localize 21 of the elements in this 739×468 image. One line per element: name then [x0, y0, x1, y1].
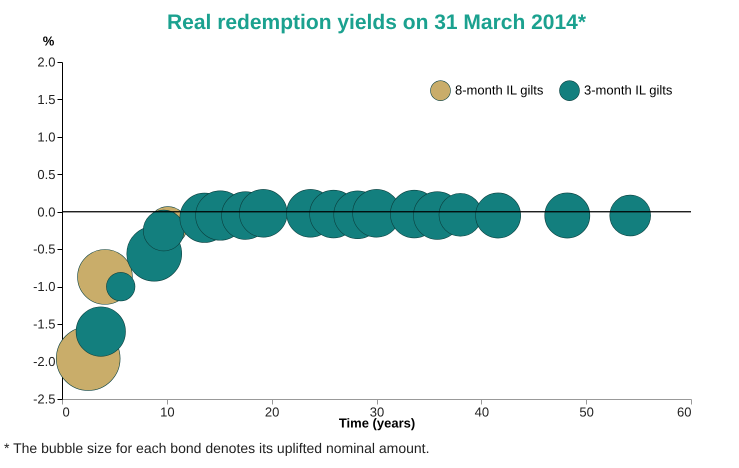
- y-tick-label: 1.0: [37, 129, 56, 144]
- chart-title: Real redemption yields on 31 March 2014*: [167, 11, 587, 34]
- x-tick-label: 0: [62, 404, 70, 420]
- y-tick-label: 0.0: [37, 204, 56, 220]
- y-tick-label: 1.5: [37, 92, 56, 107]
- y-tick-label: 0.5: [37, 166, 56, 182]
- legend-label: 3-month IL gilts: [584, 82, 673, 98]
- x-tick-label: 60: [677, 404, 692, 420]
- y-tick-label: -2.0: [33, 354, 56, 370]
- y-tick-label: -1.0: [33, 279, 56, 294]
- legend-label: 8-month IL gilts: [455, 82, 544, 98]
- y-tick-label: -2.5: [33, 392, 56, 406]
- y-tick-label: -1.5: [33, 316, 56, 332]
- x-tick-label: 20: [264, 404, 280, 420]
- text: * The bubble size for each bond denotes its uplifted nominal amount.: [4, 440, 430, 456]
- x-tick-label: 50: [579, 404, 594, 420]
- x-tick-label: 10: [160, 404, 175, 420]
- y-tick-label: 2.0: [37, 54, 56, 70]
- x-tick-label: 40: [474, 404, 490, 420]
- y-tick-label: -0.5: [33, 242, 56, 257]
- y-axis-title: %: [42, 34, 55, 48]
